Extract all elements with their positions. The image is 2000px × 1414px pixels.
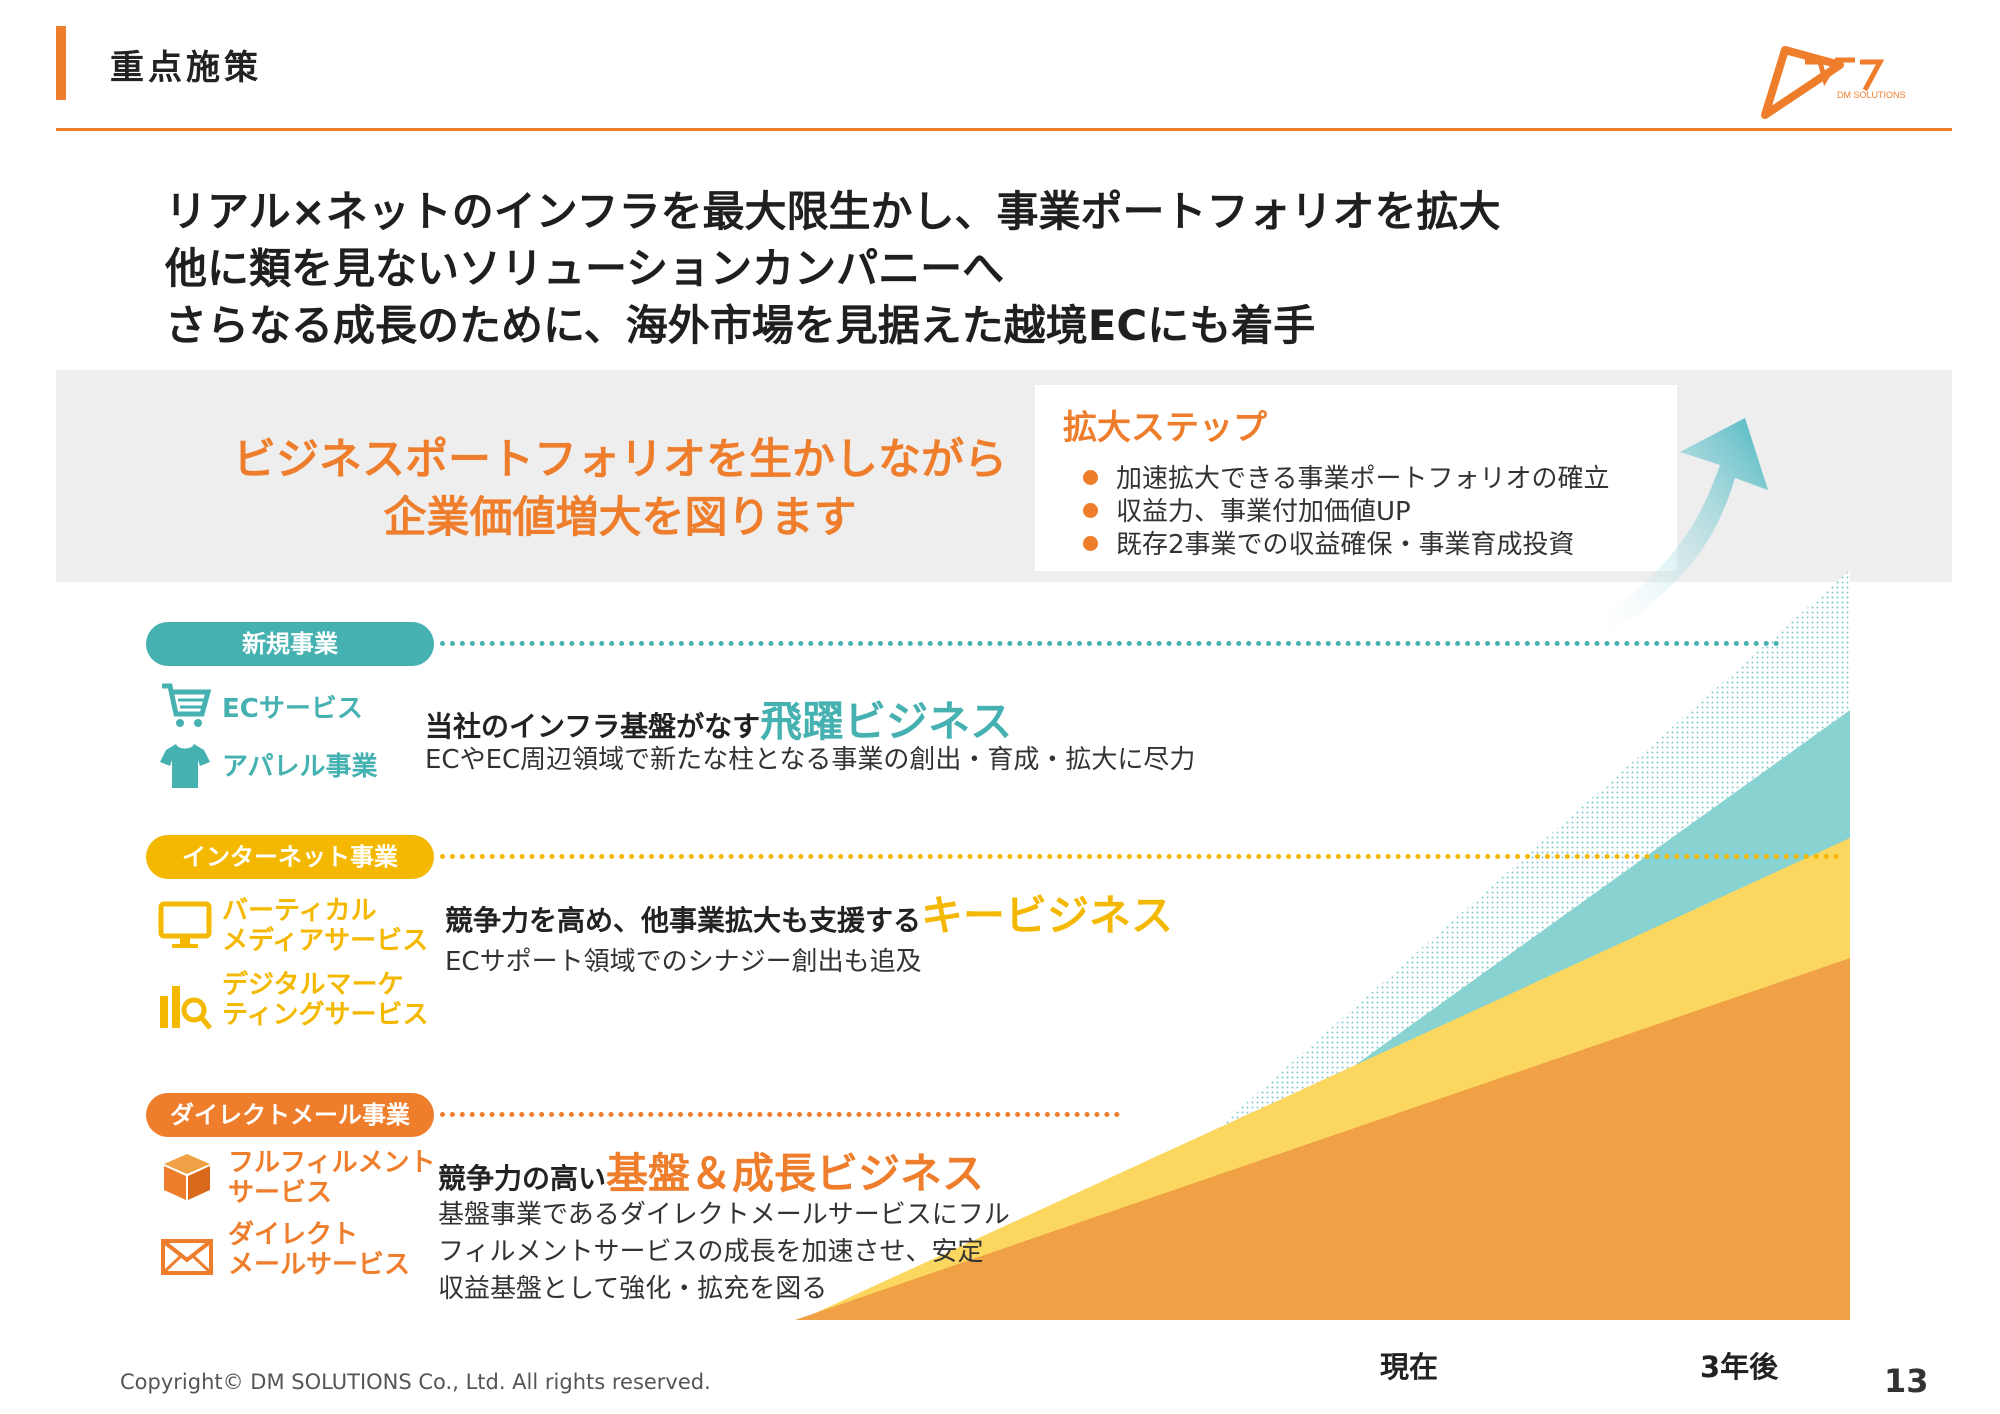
- bullet-icon: [1083, 536, 1098, 551]
- segment-desc-direct-mail-3: 収益基盤として強化・拡充を図る: [438, 1274, 828, 1304]
- title-accent-bar: [56, 26, 66, 100]
- growth-arrow-icon: [1590, 418, 1768, 640]
- pill-new-business: 新規事業: [146, 622, 434, 666]
- monitor-icon: [158, 901, 212, 948]
- headline-line-3: さらなる成長のために、海外市場を見据えた越境ECにも着手: [165, 301, 1316, 350]
- header-divider: [56, 128, 1952, 131]
- envelope-icon: [161, 1239, 213, 1275]
- company-logo: DM SOLUTIONS: [1761, 46, 1905, 119]
- tshirt-icon: [160, 744, 210, 788]
- segment-desc-direct-mail-1: 基盤事業であるダイレクトメールサービスにフル: [438, 1200, 1010, 1230]
- dotted-line-new: [440, 641, 1780, 646]
- cart-icon: [162, 683, 212, 727]
- dotted-line-internet: [440, 854, 1840, 859]
- internet-business-area: [800, 838, 1850, 1320]
- service-vertical-media: バーティカル メディアサービス: [222, 896, 429, 956]
- page-title: 重点施策: [110, 48, 262, 88]
- segment-desc-new: ECやEC周辺領域で新たな柱となる事業の創出・育成・拡大に尽力: [425, 745, 1196, 775]
- page-number: 13: [1884, 1362, 1929, 1400]
- step-item: 加速拡大できる事業ポートフォリオの確立: [1083, 458, 1609, 495]
- dotted-line-direct-mail: [440, 1112, 1120, 1117]
- service-apparel: アパレル事業: [222, 752, 378, 782]
- expansion-step-title: 拡大ステップ: [1063, 408, 1267, 448]
- headline-line-1: リアル×ネットのインフラを最大限生かし、事業ポートフォリオを拡大: [165, 187, 1501, 236]
- banner-message-line-1: ビジネスポートフォリオを生かしながら: [233, 435, 1007, 485]
- footer-copyright: Copyright© DM SOLUTIONS Co., Ltd. All ri…: [120, 1370, 711, 1394]
- segment-desc-direct-mail-2: フィルメントサービスの成長を加速させ、安定: [438, 1237, 984, 1267]
- segment-heading-direct-mail: 競争力の高い基盤＆成長ビジネス: [438, 1149, 985, 1198]
- bullet-icon: [1083, 503, 1098, 518]
- segment-heading-internet: 競争力を高め、他事業拡大も支援するキービジネス: [445, 891, 1174, 940]
- axis-label-now: 現在: [1380, 1350, 1439, 1384]
- svg-text:DM SOLUTIONS: DM SOLUTIONS: [1837, 90, 1905, 100]
- service-digital-marketing: デジタルマーケ ティングサービス: [222, 970, 429, 1030]
- pill-internet-business: インターネット事業: [146, 835, 434, 879]
- step-item: 収益力、事業付加価値UP: [1083, 491, 1411, 528]
- service-ec: ECサービス: [222, 694, 363, 724]
- banner-message-line-2: 企業価値増大を図ります: [383, 493, 857, 543]
- step-item: 既存2事業での収益確保・事業育成投資: [1083, 524, 1575, 561]
- expansion-step-box: [1035, 385, 1677, 571]
- box-icon: [164, 1154, 210, 1200]
- pill-direct-mail-business: ダイレクトメール事業: [146, 1093, 434, 1137]
- headline-line-2: 他に類を見ないソリューションカンパニーへ: [165, 244, 1005, 293]
- axis-label-3-years: 3年後: [1700, 1350, 1779, 1384]
- bullet-icon: [1083, 470, 1098, 485]
- service-direct-mail: ダイレクト メールサービス: [228, 1220, 411, 1280]
- direct-mail-business-area: [795, 958, 1850, 1320]
- service-fulfillment: フルフィルメント サービス: [228, 1148, 436, 1208]
- segment-heading-new: 当社のインフラ基盤がなす飛躍ビジネス: [425, 697, 1013, 746]
- segment-desc-internet: ECサポート領域でのシナジー創出も追及: [445, 947, 922, 977]
- analytics-icon: [160, 986, 212, 1030]
